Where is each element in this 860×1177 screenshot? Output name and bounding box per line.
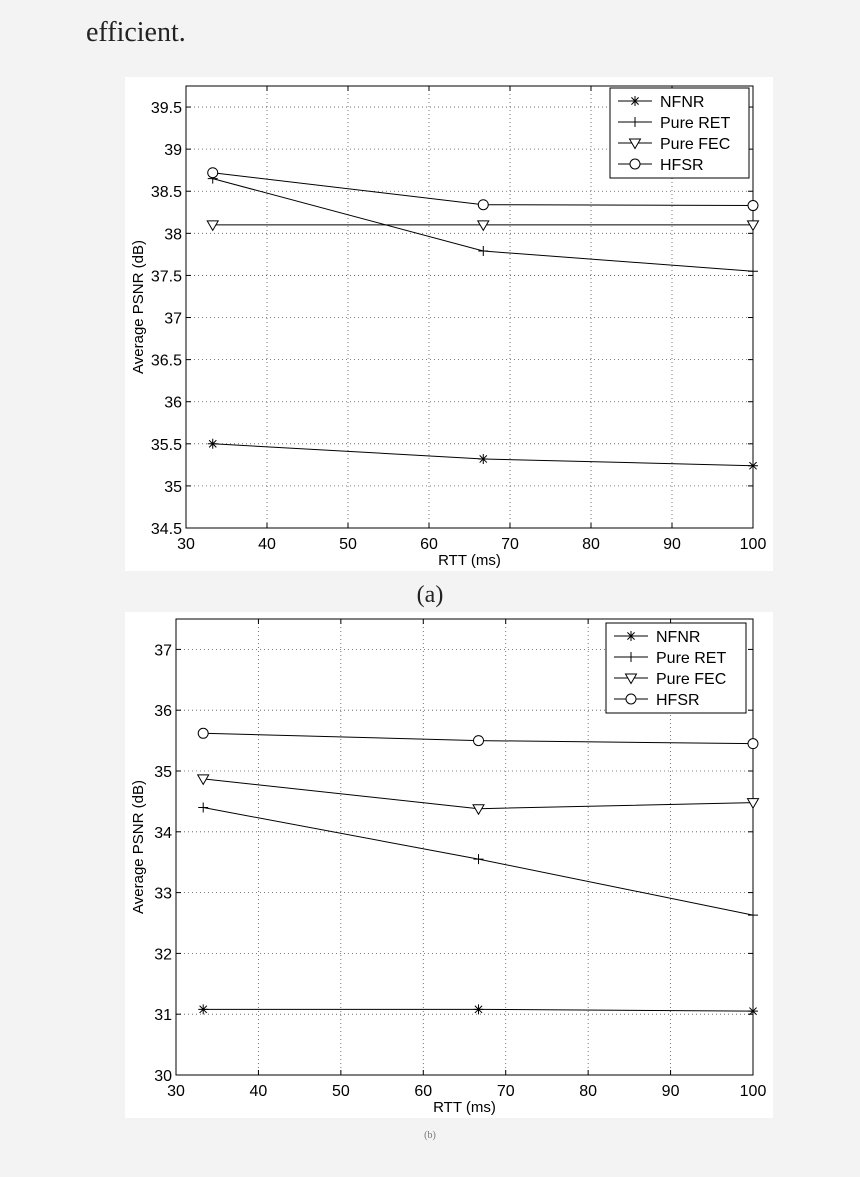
data-point-nfnr xyxy=(198,1004,209,1015)
legend-label-hfsr: HFSR xyxy=(660,157,704,174)
series-hfsr xyxy=(207,167,759,212)
data-point-pure-fec xyxy=(206,220,220,232)
x-tick-label: 100 xyxy=(740,536,767,553)
y-tick-label: 33 xyxy=(154,886,172,903)
data-point-hfsr xyxy=(207,167,219,179)
data-point-pure-fec xyxy=(746,220,760,232)
x-axis-label: RTT (ms) xyxy=(438,552,501,569)
x-tick-label: 70 xyxy=(501,536,519,553)
y-tick-label: 37 xyxy=(164,311,182,328)
data-point-pure-ret xyxy=(198,802,209,813)
series-nfnr xyxy=(207,438,758,471)
data-point-pure-ret xyxy=(748,910,758,921)
series-pure-fec xyxy=(196,774,760,816)
y-tick-label: 36 xyxy=(164,395,182,412)
plot-frame xyxy=(175,618,754,1076)
y-tick-label: 38.5 xyxy=(151,184,182,201)
data-point-pure-ret xyxy=(748,266,758,277)
x-tick-label: 80 xyxy=(582,536,600,553)
series-pure-fec xyxy=(206,220,760,232)
data-point-pure-fec xyxy=(476,220,490,232)
legend-label-nfnr: NFNR xyxy=(660,94,704,111)
data-point-hfsr xyxy=(747,738,759,750)
data-point-nfnr xyxy=(748,1006,758,1017)
x-axis-label: RTT (ms) xyxy=(433,1099,496,1116)
x-tick-label: 30 xyxy=(177,536,195,553)
y-tick-label: 30 xyxy=(154,1068,172,1085)
data-point-pure-ret xyxy=(473,854,484,865)
legend-label-hfsr: HFSR xyxy=(656,692,700,709)
data-point-pure-fec xyxy=(196,774,210,786)
data-point-hfsr xyxy=(197,727,209,739)
y-axis-label: Average PSNR (dB) xyxy=(130,240,147,374)
axis-ticks xyxy=(175,619,754,1076)
data-point-nfnr xyxy=(748,460,758,471)
y-tick-label: 38 xyxy=(164,226,182,243)
legend-label-pure-fec: Pure FEC xyxy=(656,671,726,688)
y-tick-label: 32 xyxy=(154,946,172,963)
legend-marker-pure-ret xyxy=(630,117,640,127)
y-axis-label: Average PSNR (dB) xyxy=(130,780,147,914)
y-tick-label: 37.5 xyxy=(151,268,182,285)
y-tick-label: 35.5 xyxy=(151,437,182,454)
y-tick-label: 34.5 xyxy=(151,521,182,538)
x-tick-label: 40 xyxy=(258,536,276,553)
y-tick-label: 36.5 xyxy=(151,353,182,370)
x-tick-label: 80 xyxy=(579,1083,597,1100)
plot-frame xyxy=(185,85,754,529)
data-point-hfsr xyxy=(477,199,489,211)
data-point-pure-ret xyxy=(478,246,489,257)
caption-a: (a) xyxy=(416,582,444,608)
legend-marker-pure-ret xyxy=(626,652,636,662)
legend-marker-nfnr xyxy=(630,96,640,106)
legend-label-pure-ret: Pure RET xyxy=(656,650,726,667)
x-tick-label: 100 xyxy=(740,1083,767,1100)
chart-panel-b: 30 40 50 60 70 80 90 100 30 31 32 33 34 35 36 37 RTT (ms… xyxy=(125,612,773,1118)
y-tick-label: 37 xyxy=(154,642,172,659)
legend-label-pure-ret: Pure RET xyxy=(660,115,730,132)
legend-marker-hfsr xyxy=(629,158,641,170)
psnr-chart-b: 30 40 50 60 70 80 90 100 30 31 32 33 34 35 36 37 RTT (ms… xyxy=(130,618,767,1116)
legend-marker-hfsr xyxy=(625,693,637,705)
caption-b: (b) xyxy=(424,1130,436,1141)
y-tick-label: 36 xyxy=(154,703,172,720)
x-tick-label: 90 xyxy=(662,1083,680,1100)
legend-marker-nfnr xyxy=(626,631,636,641)
legend-marker-pure-fec xyxy=(628,138,642,150)
chart-panel-a: 30 40 50 60 70 80 90 100 34.5 35 35.5 36 36.5 37 37.5 3… xyxy=(125,77,773,571)
data-point-pure-fec xyxy=(746,798,760,810)
legend: NFNR Pure RET Pure FEC HFSR xyxy=(609,87,750,179)
body-text-fragment: efficient. xyxy=(86,17,186,48)
x-tick-label: 30 xyxy=(167,1083,185,1100)
axis-ticks xyxy=(185,86,754,529)
y-tick-label: 35 xyxy=(164,479,182,496)
x-tick-label: 50 xyxy=(332,1083,350,1100)
data-point-nfnr xyxy=(473,1004,484,1015)
series-nfnr xyxy=(198,1004,758,1017)
y-tick-label: 31 xyxy=(154,1007,172,1024)
legend-label-nfnr: NFNR xyxy=(656,629,700,646)
legend-label-pure-fec: Pure FEC xyxy=(660,136,730,153)
grid-lines xyxy=(186,86,753,528)
x-tick-label: 40 xyxy=(250,1083,268,1100)
y-tick-label: 34 xyxy=(154,825,172,842)
series-pure-ret xyxy=(198,802,758,921)
psnr-chart-a: 30 40 50 60 70 80 90 100 34.5 35 35.5 36 36.5 37 37.5 3… xyxy=(130,85,767,569)
x-tick-label: 60 xyxy=(420,536,438,553)
x-tick-label: 50 xyxy=(339,536,357,553)
x-tick-label: 60 xyxy=(414,1083,432,1100)
data-point-hfsr xyxy=(473,735,485,747)
legend: NFNR Pure RET Pure FEC HFSR xyxy=(605,622,747,714)
data-point-nfnr xyxy=(207,438,218,449)
y-tick-label: 39.5 xyxy=(151,100,182,117)
y-tick-label: 39 xyxy=(164,142,182,159)
legend-marker-pure-fec xyxy=(624,673,638,685)
data-point-pure-fec xyxy=(472,804,485,816)
data-point-nfnr xyxy=(478,453,489,464)
y-tick-label: 35 xyxy=(154,764,172,781)
data-point-hfsr xyxy=(747,200,759,212)
x-tick-label: 70 xyxy=(497,1083,515,1100)
series-hfsr xyxy=(197,727,759,750)
x-tick-label: 90 xyxy=(663,536,681,553)
